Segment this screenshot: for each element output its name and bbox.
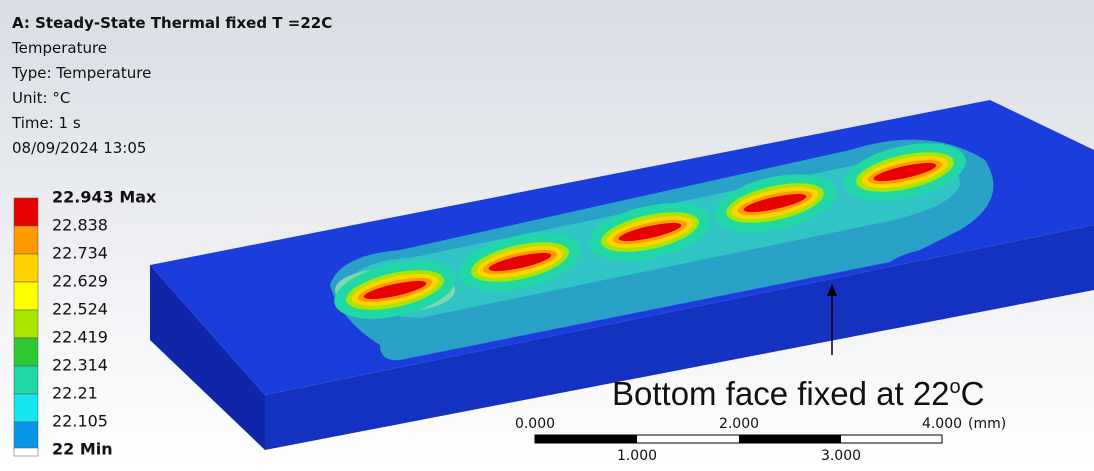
legend-label: 22.629 xyxy=(52,272,108,291)
legend-label: 22.419 xyxy=(52,328,108,347)
legend-label: 22.314 xyxy=(52,356,108,375)
info-line: Unit: °C xyxy=(12,89,70,107)
info-line: Time: 1 s xyxy=(11,114,81,132)
scale-label: 4.000 xyxy=(922,416,962,432)
annotation-text: Bottom face fixed at 22oC xyxy=(612,375,985,412)
legend-label: 22.943 Max xyxy=(52,188,157,207)
scale-label: 2.000 xyxy=(719,416,759,432)
legend-label: 22.734 xyxy=(52,244,108,263)
legend-swatch xyxy=(14,422,38,450)
legend-swatch xyxy=(14,310,38,338)
viewport: A: Steady-State Thermal fixed T =22C Tem… xyxy=(0,0,1094,467)
info-line: Type: Temperature xyxy=(11,64,151,82)
scale-label: 0.000 xyxy=(515,416,555,432)
scale-bar xyxy=(535,435,942,443)
legend-swatch xyxy=(14,254,38,282)
scale-label: 1.000 xyxy=(617,448,657,464)
legend-swatch xyxy=(14,282,38,310)
legend-label: 22.105 xyxy=(52,412,108,431)
legend-swatch xyxy=(14,394,38,422)
legend-swatch xyxy=(14,448,38,456)
title: A: Steady-State Thermal fixed T =22C xyxy=(12,14,332,32)
legend-swatch xyxy=(14,198,38,226)
info-line: Temperature xyxy=(11,39,107,57)
legend-swatch xyxy=(14,338,38,366)
scale-unit: (mm) xyxy=(968,416,1006,432)
legend-label: 22.838 xyxy=(52,216,108,235)
scale-label: 3.000 xyxy=(821,448,861,464)
legend-label: 22 Min xyxy=(52,440,113,459)
legend-label: 22.524 xyxy=(52,300,108,319)
info-line: 08/09/2024 13:05 xyxy=(12,139,146,157)
legend-swatch xyxy=(14,366,38,394)
legend-label: 22.21 xyxy=(52,384,98,403)
legend-swatch xyxy=(14,226,38,254)
